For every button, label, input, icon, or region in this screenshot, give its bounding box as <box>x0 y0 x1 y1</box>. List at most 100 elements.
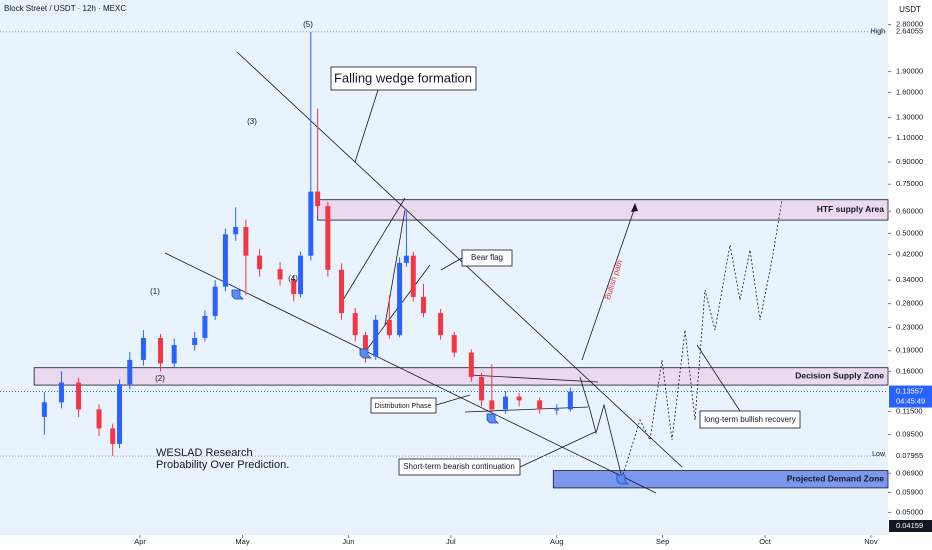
label-box <box>461 249 513 267</box>
candle-body <box>212 286 218 316</box>
candle-body <box>315 191 321 207</box>
candle-body <box>127 359 133 385</box>
min-box <box>889 520 932 532</box>
candle-body <box>222 234 228 287</box>
candle-body <box>421 296 427 314</box>
y-tick-label: 0.05000 <box>896 507 923 516</box>
candle-body <box>397 262 403 336</box>
candle-body <box>298 255 304 295</box>
y-tick-label: 1.30000 <box>896 113 923 122</box>
y-tick-label: 0.28000 <box>896 299 923 308</box>
y-tick-label: 0.34000 <box>896 275 923 284</box>
falling-wedge-label: Falling wedge formation <box>334 70 472 85</box>
candle-body <box>325 206 331 270</box>
wave-label: (1) <box>150 287 160 296</box>
y-tick-label: 0.09500 <box>896 430 923 439</box>
candle-body <box>537 400 543 410</box>
y-tick-label: 0.06900 <box>896 468 923 477</box>
y-tick-label: 0.05900 <box>896 487 923 496</box>
candle-body <box>451 335 457 353</box>
candle-body <box>76 382 82 410</box>
candle-body <box>277 269 283 280</box>
candle-body <box>502 396 508 410</box>
bullish-recovery-label: long-term bullish recovery <box>704 415 796 424</box>
x-tick-label: Jun <box>342 537 354 546</box>
y-tick-label: 0.90000 <box>896 157 923 166</box>
zone <box>33 367 889 386</box>
candle-body <box>58 382 64 403</box>
y-tick-label: 0.19000 <box>896 346 923 355</box>
zone-label: Projected Demand Zone <box>787 474 885 484</box>
candle-body <box>352 313 358 336</box>
y-tick-label: 0.75000 <box>896 179 923 188</box>
y-tick-label: 2.80000 <box>896 20 923 29</box>
price-axis <box>888 0 932 550</box>
candle-body <box>308 191 314 256</box>
candle-body <box>202 315 208 338</box>
y-tick-label: 1.60000 <box>896 87 923 96</box>
candle-body <box>410 255 416 297</box>
candle-body <box>96 409 102 429</box>
x-tick-label: Aug <box>550 537 563 546</box>
candle-body <box>403 255 409 263</box>
candle-body <box>233 226 239 235</box>
zone-label: Decision Supply Zone <box>795 371 884 381</box>
candle-body <box>479 376 485 401</box>
y-tick-label: 0.60000 <box>896 206 923 215</box>
candle-body <box>373 319 379 357</box>
high-label: 2.64055 <box>896 27 923 36</box>
zone-label: HTF supply Area <box>817 204 884 214</box>
x-tick-label: Oct <box>759 537 772 546</box>
x-tick-label: Jul <box>446 537 456 546</box>
y-tick-label: 0.42000 <box>896 249 923 258</box>
candle-body <box>438 313 444 336</box>
candle-body <box>567 391 573 410</box>
x-tick-label: Apr <box>134 537 146 546</box>
candle-body <box>41 402 47 417</box>
low-label: 0.07955 <box>896 451 923 460</box>
candle-body <box>339 269 345 314</box>
candle-body <box>516 396 522 401</box>
distribution-label: Distribution Phase <box>375 403 432 410</box>
candle-body <box>554 409 560 411</box>
candle-body <box>243 226 249 256</box>
candle-body <box>468 352 474 377</box>
wave-label: (2) <box>155 374 165 383</box>
y-tick-label: 1.10000 <box>896 133 923 142</box>
chart-title: Block Street / USDT · 12h · MEXC <box>4 4 126 13</box>
label-box <box>398 458 521 476</box>
y-tick-label: 1.90000 <box>896 67 923 76</box>
label-box <box>699 410 801 429</box>
last-price-label: 0.13557 <box>896 387 923 396</box>
label-box <box>370 397 437 414</box>
hands <box>231 289 629 485</box>
bear-flag-label: Bear flag <box>471 253 503 262</box>
slogan: Probability Over Prediction. <box>156 459 289 471</box>
candle-body <box>291 279 297 295</box>
label-box <box>330 66 477 91</box>
x-tick-label: Sep <box>656 537 669 546</box>
y-tick-label: 0.11500 <box>896 406 923 415</box>
x-tick-label: Nov <box>864 537 878 546</box>
brand: WESLAD Research <box>156 447 253 459</box>
time-axis <box>0 535 888 550</box>
last-price-box <box>889 385 932 408</box>
min-label: 0.04159 <box>896 521 923 530</box>
y-tick-label: 0.50000 <box>896 228 923 237</box>
candle-body <box>140 337 146 360</box>
wave-label: (5) <box>303 20 313 29</box>
wave-label: (4) <box>288 274 298 283</box>
candle-body <box>489 400 495 410</box>
low-name: Low <box>872 451 886 458</box>
candle-body <box>171 345 177 364</box>
x-tick-label: May <box>235 537 249 546</box>
candle-body <box>192 337 198 346</box>
y-tick-label: 0.16000 <box>896 366 923 375</box>
wave-label: (3) <box>247 117 257 126</box>
y-tick-label: 0.23000 <box>896 322 923 331</box>
candle-body <box>117 384 123 444</box>
countdown: 04:45:49 <box>896 397 925 406</box>
candle-body <box>362 335 368 357</box>
bearish-label: Short-term bearish continuation <box>403 462 515 471</box>
